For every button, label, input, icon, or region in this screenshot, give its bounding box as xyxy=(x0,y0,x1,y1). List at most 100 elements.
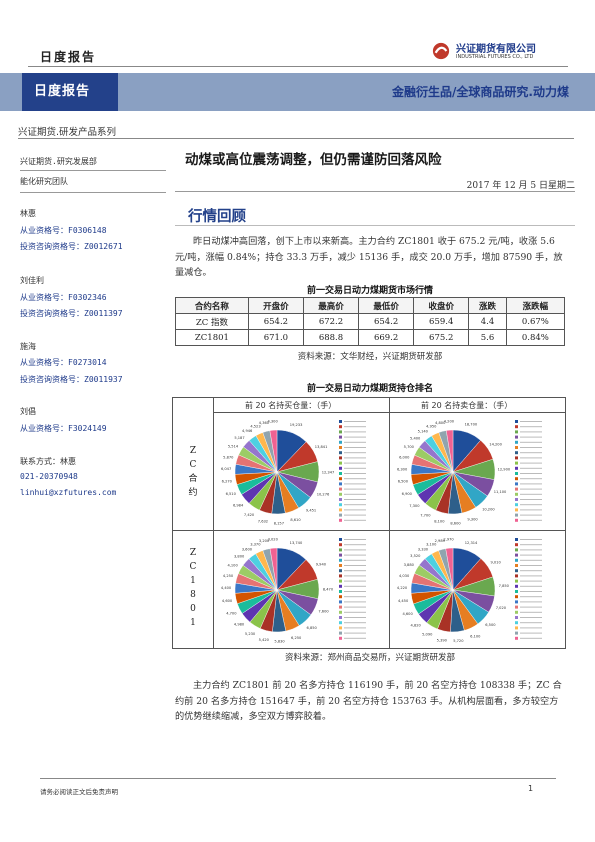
legend-swatch xyxy=(339,595,342,599)
legend-entry xyxy=(344,544,366,546)
pie-data-label: 9,451 xyxy=(306,508,316,512)
pie-data-label: 5,514 xyxy=(228,445,239,449)
legend-swatch xyxy=(339,487,342,491)
legend-entry xyxy=(344,559,366,561)
legend-entry xyxy=(520,436,542,438)
legend-swatch xyxy=(339,466,342,470)
pie-source: 资料来源：郑州商品交易所，兴证期货研发部 xyxy=(284,653,455,663)
legend-swatch xyxy=(515,446,518,449)
pie-data-label: 3,330 xyxy=(418,547,429,551)
table-header-cell: 收盘价 xyxy=(413,297,470,314)
row-label-char: 8 xyxy=(190,590,196,600)
analyst-advisor-license: 投资咨询资格号：Z0011397 xyxy=(20,309,123,318)
team-label: 能化研究团队 xyxy=(20,177,68,186)
legend-entry xyxy=(520,473,542,474)
pie-data-label: 4,100 xyxy=(227,563,238,567)
analyst-name: 刘倡 xyxy=(20,407,36,416)
pie-data-label: 4,523 xyxy=(250,424,260,428)
pie-chart-zc1801-sell: 12,314 9,010 7,850 7,020 6,500 6,100 5,720 5,39… xyxy=(397,538,542,643)
legend-entry xyxy=(344,627,366,629)
contact-email[interactable]: linhui@xzfutures.com xyxy=(20,488,117,497)
legend-swatch xyxy=(515,564,518,567)
legend-swatch xyxy=(515,538,518,541)
pie-chart-zc-sell: 18,700 14,200 12,900 11,100 10,200 9,300 8,600… xyxy=(397,420,542,525)
legend-entry xyxy=(344,575,366,577)
row-label-char: C xyxy=(189,562,197,572)
legend-entry xyxy=(520,611,542,613)
pie-data-label: 9,300 xyxy=(467,518,478,522)
legend-swatch xyxy=(515,440,518,444)
legend-entry xyxy=(520,426,542,428)
legend-swatch xyxy=(515,610,518,614)
legend-swatch xyxy=(339,569,342,573)
table-header-cell: 开盘价 xyxy=(247,297,304,314)
table-cell: 671.0 xyxy=(247,329,304,346)
legend-swatch xyxy=(515,477,518,481)
legend-entry xyxy=(520,509,542,511)
table-cell: 4.4 xyxy=(468,313,507,330)
pie-data-label: 6,250 xyxy=(291,636,302,640)
legend-entry xyxy=(520,627,542,629)
row-label-char: Z xyxy=(189,446,197,456)
legend-entry xyxy=(520,431,542,433)
pie-data-label: 18,700 xyxy=(465,423,478,427)
legend-swatch xyxy=(515,466,518,470)
legend-swatch xyxy=(515,584,518,588)
legend-entry xyxy=(344,483,366,485)
report-title: 动煤或高位震荡调整，但仍需谨防回落风险 xyxy=(185,152,442,168)
legend-swatch xyxy=(515,492,518,496)
legend-entry xyxy=(344,436,366,438)
legend-swatch xyxy=(339,543,342,547)
legend-swatch xyxy=(515,425,518,429)
legend-entry xyxy=(520,467,542,469)
legend-swatch xyxy=(515,621,518,625)
contact-phone: 021-20370948 xyxy=(20,472,78,481)
table-row: ZC 指数 654.2 672.2 654.2 659.4 4.4 0.67% xyxy=(175,313,566,330)
dept-label: 兴证期货.研究发展部 xyxy=(20,157,97,166)
legend-entry xyxy=(344,596,366,598)
legend-swatch xyxy=(339,503,342,507)
pie-data-label: 5,420 xyxy=(259,638,270,642)
pie-data-label: 5,400 xyxy=(410,436,421,440)
analyst-license: 从业资格号：F0306148 xyxy=(20,226,107,235)
legend-swatch xyxy=(339,446,342,449)
row-label-zc: Z C 合 约 xyxy=(173,444,213,500)
legend-swatch xyxy=(339,425,342,429)
legend-swatch xyxy=(339,492,342,496)
table-cell: 5.6 xyxy=(468,329,507,346)
pie-data-label: 12,314 xyxy=(465,541,478,545)
pie-data-label: 4,820 xyxy=(411,623,422,627)
legend-swatch xyxy=(515,482,518,486)
legend-swatch xyxy=(339,461,342,465)
legend-entry xyxy=(520,499,542,500)
row-label-char: 1 xyxy=(190,576,196,586)
legend-swatch xyxy=(515,456,518,460)
legend-entry xyxy=(520,617,542,618)
legend-entry xyxy=(344,637,366,639)
pie-data-label: 4,450 xyxy=(398,599,409,603)
analyst-name: 施海 xyxy=(20,342,36,351)
pie-data-label: 8,600 xyxy=(450,521,461,525)
legend-entry xyxy=(344,488,366,490)
pie-data-label: 9,940 xyxy=(316,563,327,567)
section-heading: 行情回顾 xyxy=(188,209,246,225)
table-cell: 688.8 xyxy=(302,329,360,346)
table-cell: 659.4 xyxy=(413,313,470,330)
pie-slice xyxy=(269,547,278,591)
market-review-paragraph: 昨日动煤冲高回落，创下上市以来新高。主力合约 ZC1801 收于 675.2 元… xyxy=(175,236,563,278)
analyst-license: 从业资格号：F3024149 xyxy=(20,424,107,433)
pie-data-label: 5,700 xyxy=(404,445,415,449)
legend-swatch xyxy=(339,472,342,475)
legend-entry xyxy=(344,570,366,572)
legend-swatch xyxy=(515,548,518,552)
pie-data-label: 5,390 xyxy=(437,638,448,642)
pie-data-label: 4,250 xyxy=(223,574,234,578)
legend-entry xyxy=(344,421,366,422)
pie-data-label: 10,276 xyxy=(317,493,330,497)
report-type-label: 日度报告 xyxy=(40,50,97,64)
pie-data-label: 3,600 xyxy=(242,547,253,551)
legend-entry xyxy=(344,611,366,613)
legend-swatch xyxy=(339,456,342,460)
legend-swatch xyxy=(515,636,518,640)
pie-data-label: 4,980 xyxy=(234,623,245,627)
